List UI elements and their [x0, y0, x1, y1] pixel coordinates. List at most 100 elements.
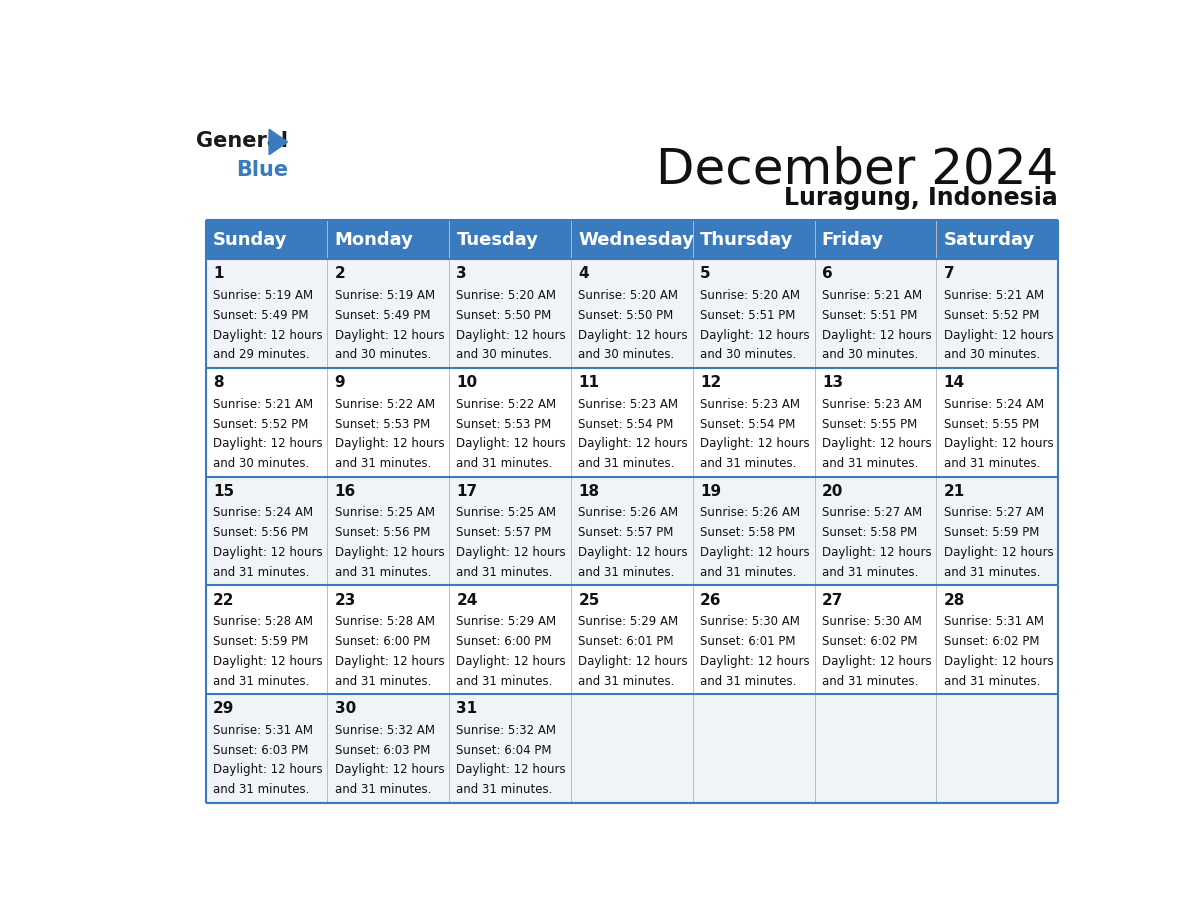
Text: Daylight: 12 hours: Daylight: 12 hours [579, 437, 688, 451]
Text: and 31 minutes.: and 31 minutes. [822, 675, 918, 688]
Text: 23: 23 [335, 592, 356, 608]
Text: Daylight: 12 hours: Daylight: 12 hours [943, 329, 1054, 341]
Text: and 31 minutes.: and 31 minutes. [579, 675, 675, 688]
Text: 12: 12 [700, 375, 721, 390]
Text: Sunset: 5:51 PM: Sunset: 5:51 PM [700, 308, 796, 322]
Text: 21: 21 [943, 484, 965, 498]
Text: and 30 minutes.: and 30 minutes. [335, 348, 431, 362]
Text: Sunset: 6:02 PM: Sunset: 6:02 PM [822, 635, 917, 648]
Text: 31: 31 [456, 701, 478, 716]
Text: 28: 28 [943, 592, 965, 608]
Text: 17: 17 [456, 484, 478, 498]
Text: Sunrise: 5:25 AM: Sunrise: 5:25 AM [456, 507, 556, 520]
Text: 20: 20 [822, 484, 843, 498]
Text: Sunrise: 5:28 AM: Sunrise: 5:28 AM [213, 615, 312, 628]
Text: Sunrise: 5:24 AM: Sunrise: 5:24 AM [213, 507, 312, 520]
Text: and 29 minutes.: and 29 minutes. [213, 348, 309, 362]
Text: 16: 16 [335, 484, 356, 498]
Text: Sunset: 5:54 PM: Sunset: 5:54 PM [700, 418, 796, 431]
Text: Daylight: 12 hours: Daylight: 12 hours [213, 655, 322, 667]
Text: 25: 25 [579, 592, 600, 608]
Text: 30: 30 [335, 701, 356, 716]
Text: and 30 minutes.: and 30 minutes. [213, 457, 309, 470]
Text: Sunset: 5:57 PM: Sunset: 5:57 PM [579, 526, 674, 539]
Text: Luragung, Indonesia: Luragung, Indonesia [784, 185, 1059, 210]
Text: Sunrise: 5:27 AM: Sunrise: 5:27 AM [943, 507, 1044, 520]
Text: Sunset: 6:01 PM: Sunset: 6:01 PM [700, 635, 796, 648]
Text: 11: 11 [579, 375, 599, 390]
Text: Sunrise: 5:20 AM: Sunrise: 5:20 AM [579, 289, 678, 302]
Text: Sunset: 6:03 PM: Sunset: 6:03 PM [335, 744, 430, 756]
Text: Sunrise: 5:22 AM: Sunrise: 5:22 AM [335, 397, 435, 410]
Text: General: General [196, 131, 289, 151]
Text: and 30 minutes.: and 30 minutes. [700, 348, 796, 362]
Text: Sunrise: 5:30 AM: Sunrise: 5:30 AM [700, 615, 800, 628]
Bar [936, 219, 1059, 259]
Text: Daylight: 12 hours: Daylight: 12 hours [943, 655, 1054, 667]
Text: Wednesday: Wednesday [579, 230, 694, 249]
Text: 9: 9 [335, 375, 346, 390]
Text: Sunset: 5:49 PM: Sunset: 5:49 PM [335, 308, 430, 322]
Text: Daylight: 12 hours: Daylight: 12 hours [456, 329, 567, 341]
Text: Sunset: 5:50 PM: Sunset: 5:50 PM [456, 308, 551, 322]
Text: Sunset: 5:49 PM: Sunset: 5:49 PM [213, 308, 309, 322]
Text: 22: 22 [213, 592, 234, 608]
Text: Sunrise: 5:23 AM: Sunrise: 5:23 AM [822, 397, 922, 410]
Bar [206, 586, 1059, 694]
Text: Sunset: 5:52 PM: Sunset: 5:52 PM [213, 418, 308, 431]
Text: and 31 minutes.: and 31 minutes. [700, 565, 796, 579]
Text: Daylight: 12 hours: Daylight: 12 hours [579, 546, 688, 559]
Text: 19: 19 [700, 484, 721, 498]
Text: and 31 minutes.: and 31 minutes. [213, 675, 309, 688]
Text: and 31 minutes.: and 31 minutes. [943, 565, 1040, 579]
Text: and 31 minutes.: and 31 minutes. [456, 565, 552, 579]
Text: Sunset: 6:00 PM: Sunset: 6:00 PM [335, 635, 430, 648]
Text: 8: 8 [213, 375, 223, 390]
Text: Sunrise: 5:21 AM: Sunrise: 5:21 AM [822, 289, 922, 302]
Bar [815, 219, 936, 259]
Text: Sunrise: 5:27 AM: Sunrise: 5:27 AM [822, 507, 922, 520]
Text: and 31 minutes.: and 31 minutes. [822, 457, 918, 470]
Text: Sunset: 5:53 PM: Sunset: 5:53 PM [456, 418, 551, 431]
Text: Monday: Monday [335, 230, 413, 249]
Text: Daylight: 12 hours: Daylight: 12 hours [456, 655, 567, 667]
Bar [206, 259, 1059, 368]
Text: Sunrise: 5:29 AM: Sunrise: 5:29 AM [579, 615, 678, 628]
Text: Daylight: 12 hours: Daylight: 12 hours [335, 655, 444, 667]
Text: 13: 13 [822, 375, 843, 390]
Bar [328, 219, 449, 259]
Text: Friday: Friday [822, 230, 884, 249]
Text: Tuesday: Tuesday [456, 230, 538, 249]
Text: Sunset: 5:50 PM: Sunset: 5:50 PM [579, 308, 674, 322]
Text: Sunrise: 5:19 AM: Sunrise: 5:19 AM [213, 289, 312, 302]
Text: Sunrise: 5:30 AM: Sunrise: 5:30 AM [822, 615, 922, 628]
Text: and 30 minutes.: and 30 minutes. [822, 348, 918, 362]
Text: 15: 15 [213, 484, 234, 498]
Text: Sunrise: 5:20 AM: Sunrise: 5:20 AM [700, 289, 800, 302]
Text: 1: 1 [213, 266, 223, 282]
Text: Sunrise: 5:26 AM: Sunrise: 5:26 AM [579, 507, 678, 520]
Text: 29: 29 [213, 701, 234, 716]
Text: 3: 3 [456, 266, 467, 282]
Bar [571, 219, 693, 259]
Text: Daylight: 12 hours: Daylight: 12 hours [579, 329, 688, 341]
Text: Daylight: 12 hours: Daylight: 12 hours [456, 764, 567, 777]
Text: and 31 minutes.: and 31 minutes. [335, 783, 431, 796]
Text: Daylight: 12 hours: Daylight: 12 hours [456, 546, 567, 559]
Text: Daylight: 12 hours: Daylight: 12 hours [700, 546, 810, 559]
Text: and 31 minutes.: and 31 minutes. [579, 457, 675, 470]
Text: and 30 minutes.: and 30 minutes. [943, 348, 1040, 362]
Text: Sunset: 6:03 PM: Sunset: 6:03 PM [213, 744, 308, 756]
Text: 6: 6 [822, 266, 833, 282]
Text: Sunrise: 5:19 AM: Sunrise: 5:19 AM [335, 289, 435, 302]
Text: Sunrise: 5:31 AM: Sunrise: 5:31 AM [943, 615, 1044, 628]
Text: Sunrise: 5:26 AM: Sunrise: 5:26 AM [700, 507, 801, 520]
Text: Daylight: 12 hours: Daylight: 12 hours [213, 437, 322, 451]
Text: and 30 minutes.: and 30 minutes. [456, 348, 552, 362]
Text: Sunrise: 5:29 AM: Sunrise: 5:29 AM [456, 615, 557, 628]
Text: Sunrise: 5:31 AM: Sunrise: 5:31 AM [213, 724, 312, 737]
Text: Sunrise: 5:23 AM: Sunrise: 5:23 AM [579, 397, 678, 410]
Text: Daylight: 12 hours: Daylight: 12 hours [335, 546, 444, 559]
Text: Sunrise: 5:24 AM: Sunrise: 5:24 AM [943, 397, 1044, 410]
Text: and 31 minutes.: and 31 minutes. [700, 457, 796, 470]
